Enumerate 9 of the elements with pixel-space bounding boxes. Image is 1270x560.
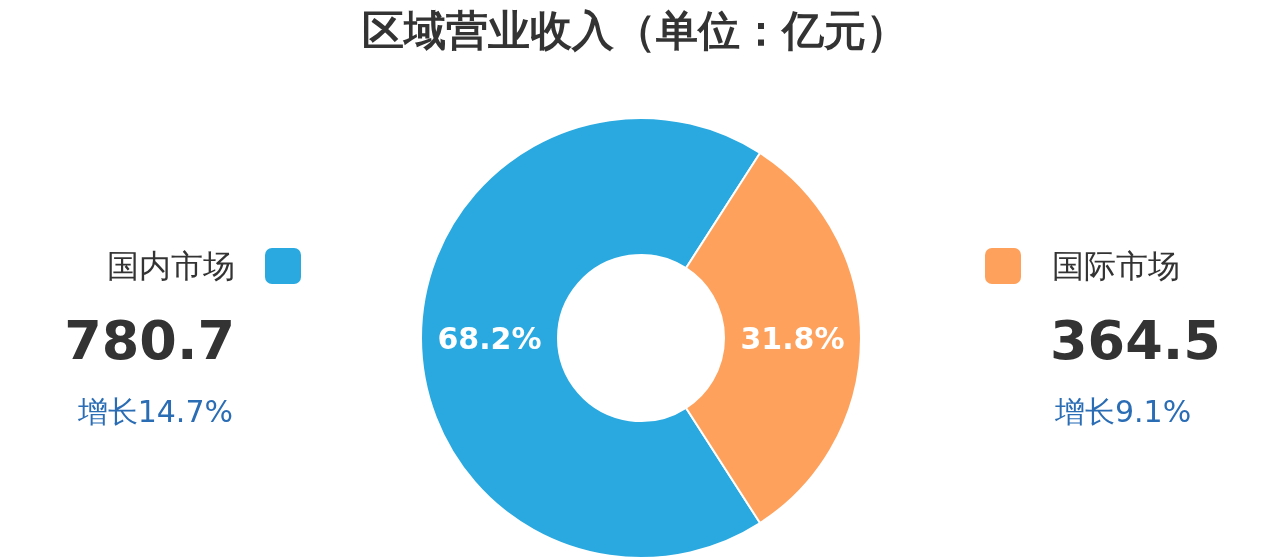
text: 增长14.7% xyxy=(76,393,233,429)
text: 780.7 xyxy=(64,308,235,372)
text: 364.5 xyxy=(1050,308,1221,372)
data-label: 68.2% xyxy=(437,320,542,356)
text: 增长9.1% xyxy=(1054,393,1192,429)
slice-label: 国内市场 xyxy=(107,247,235,285)
chart-title: 区域营业收入（单位：亿元） xyxy=(362,5,908,55)
legend-label: 国际市场 xyxy=(1052,247,1180,285)
data-label: 31.8% xyxy=(740,320,845,356)
